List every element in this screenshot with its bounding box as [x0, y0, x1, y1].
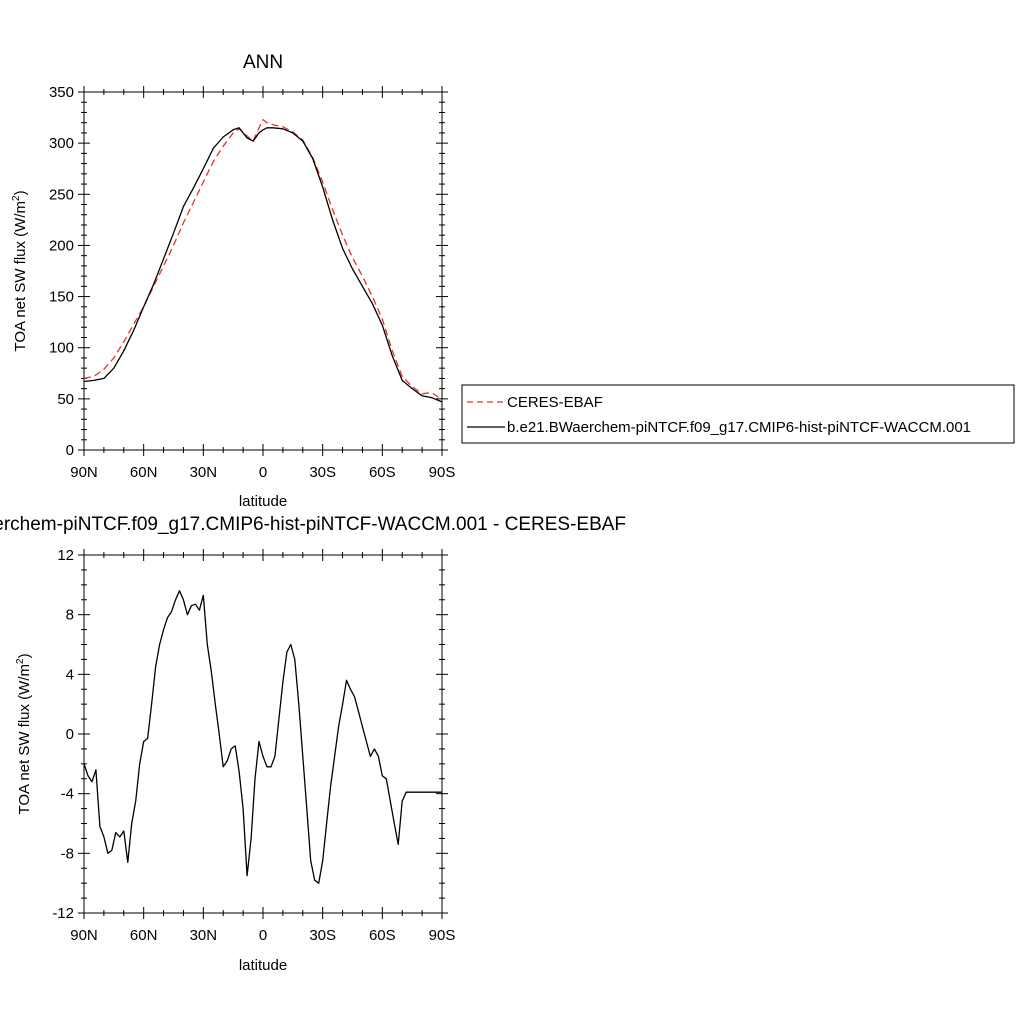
bottom-y-tick-label: 4 — [66, 666, 74, 683]
top-x-tick-label: 30S — [309, 464, 336, 481]
top-legend: CERES-EBAF b.e21.BWaerchem-piNTCF.f09_g1… — [461, 384, 1015, 444]
bottom-y-axis-label-close: ) — [16, 653, 33, 658]
bottom-x-axis: 90N 60N 30N 0 30S 60S 90S — [70, 549, 455, 944]
bottom-x-tick-label: 30S — [309, 927, 336, 944]
top-x-tick-label: 90N — [70, 464, 98, 481]
bottom-y-axis: -12 -8 -4 0 4 8 12 — [52, 547, 448, 922]
top-x-tick-label: 30N — [190, 464, 218, 481]
top-plot-title: ANN — [243, 52, 283, 73]
legend-box — [461, 384, 1015, 444]
bottom-x-axis-label: latitude — [239, 957, 287, 974]
top-series-line-0 — [83, 118, 443, 401]
bottom-y-tick-label: 0 — [66, 726, 74, 743]
bottom-x-tick-label: 90S — [429, 927, 456, 944]
top-y-axis-label: TOA net SW flux (W/m2) — [11, 190, 29, 351]
top-y-axis: 0 50 100 150 200 250 300 350 — [49, 84, 448, 459]
top-x-tick-label: 0 — [259, 464, 267, 481]
top-y-tick-label: 300 — [49, 135, 74, 152]
top-y-tick-label: 200 — [49, 237, 74, 254]
bottom-plot-frame — [83, 554, 443, 914]
top-y-axis-label-main: TOA net SW flux (W/m — [12, 201, 29, 352]
top-x-axis: 90N 60N 30N 0 30S 60S 90S — [70, 86, 455, 481]
legend-label-ceres: CERES-EBAF — [507, 394, 603, 411]
top-y-tick-label: 50 — [57, 391, 74, 408]
bottom-panel: b.e21.BWaerchem-piNTCF.f09_g17.CMIP6-his… — [0, 514, 626, 974]
top-series-group — [83, 118, 443, 403]
legend-label-model: b.e21.BWaerchem-piNTCF.f09_g17.CMIP6-his… — [507, 419, 971, 436]
top-plot-frame — [83, 91, 443, 451]
top-y-tick-label: 250 — [49, 186, 74, 203]
top-x-axis-label: latitude — [239, 493, 287, 510]
top-series-line-1 — [83, 127, 443, 403]
bottom-y-tick-label: -4 — [61, 786, 74, 803]
bottom-x-tick-label: 60S — [369, 927, 396, 944]
bottom-x-tick-label: 60N — [130, 927, 158, 944]
top-y-tick-label: 0 — [66, 442, 74, 459]
bottom-y-axis-label-sup: 2 — [15, 658, 26, 664]
top-y-tick-label: 150 — [49, 289, 74, 306]
bottom-y-tick-label: 8 — [66, 607, 74, 624]
top-x-tick-label: 60N — [130, 464, 158, 481]
bottom-y-axis-label: TOA net SW flux (W/m2) — [15, 653, 33, 814]
bottom-series-line-0 — [83, 590, 442, 884]
bottom-y-axis-label-main: TOA net SW flux (W/m — [16, 664, 33, 815]
top-panel: ANN 0 50 100 150 200 250 300 350 90N 60N 30N 0 30S 6… — [11, 52, 1015, 510]
bottom-x-tick-label: 90N — [70, 927, 98, 944]
top-x-tick-label: 60S — [369, 464, 396, 481]
bottom-y-tick-label: 12 — [57, 547, 74, 564]
top-y-tick-label: 350 — [49, 84, 74, 101]
top-y-tick-label: 100 — [49, 340, 74, 357]
bottom-y-tick-label: -12 — [52, 905, 74, 922]
bottom-y-tick-label: -8 — [61, 845, 74, 862]
top-x-tick-label: 90S — [429, 464, 456, 481]
bottom-x-tick-label: 30N — [190, 927, 218, 944]
top-y-axis-label-close: ) — [12, 190, 29, 195]
bottom-x-tick-label: 0 — [259, 927, 267, 944]
bottom-plot-title: b.e21.BWaerchem-piNTCF.f09_g17.CMIP6-his… — [0, 514, 626, 535]
top-y-axis-label-sup: 2 — [11, 195, 22, 201]
bottom-series-group — [83, 590, 442, 884]
